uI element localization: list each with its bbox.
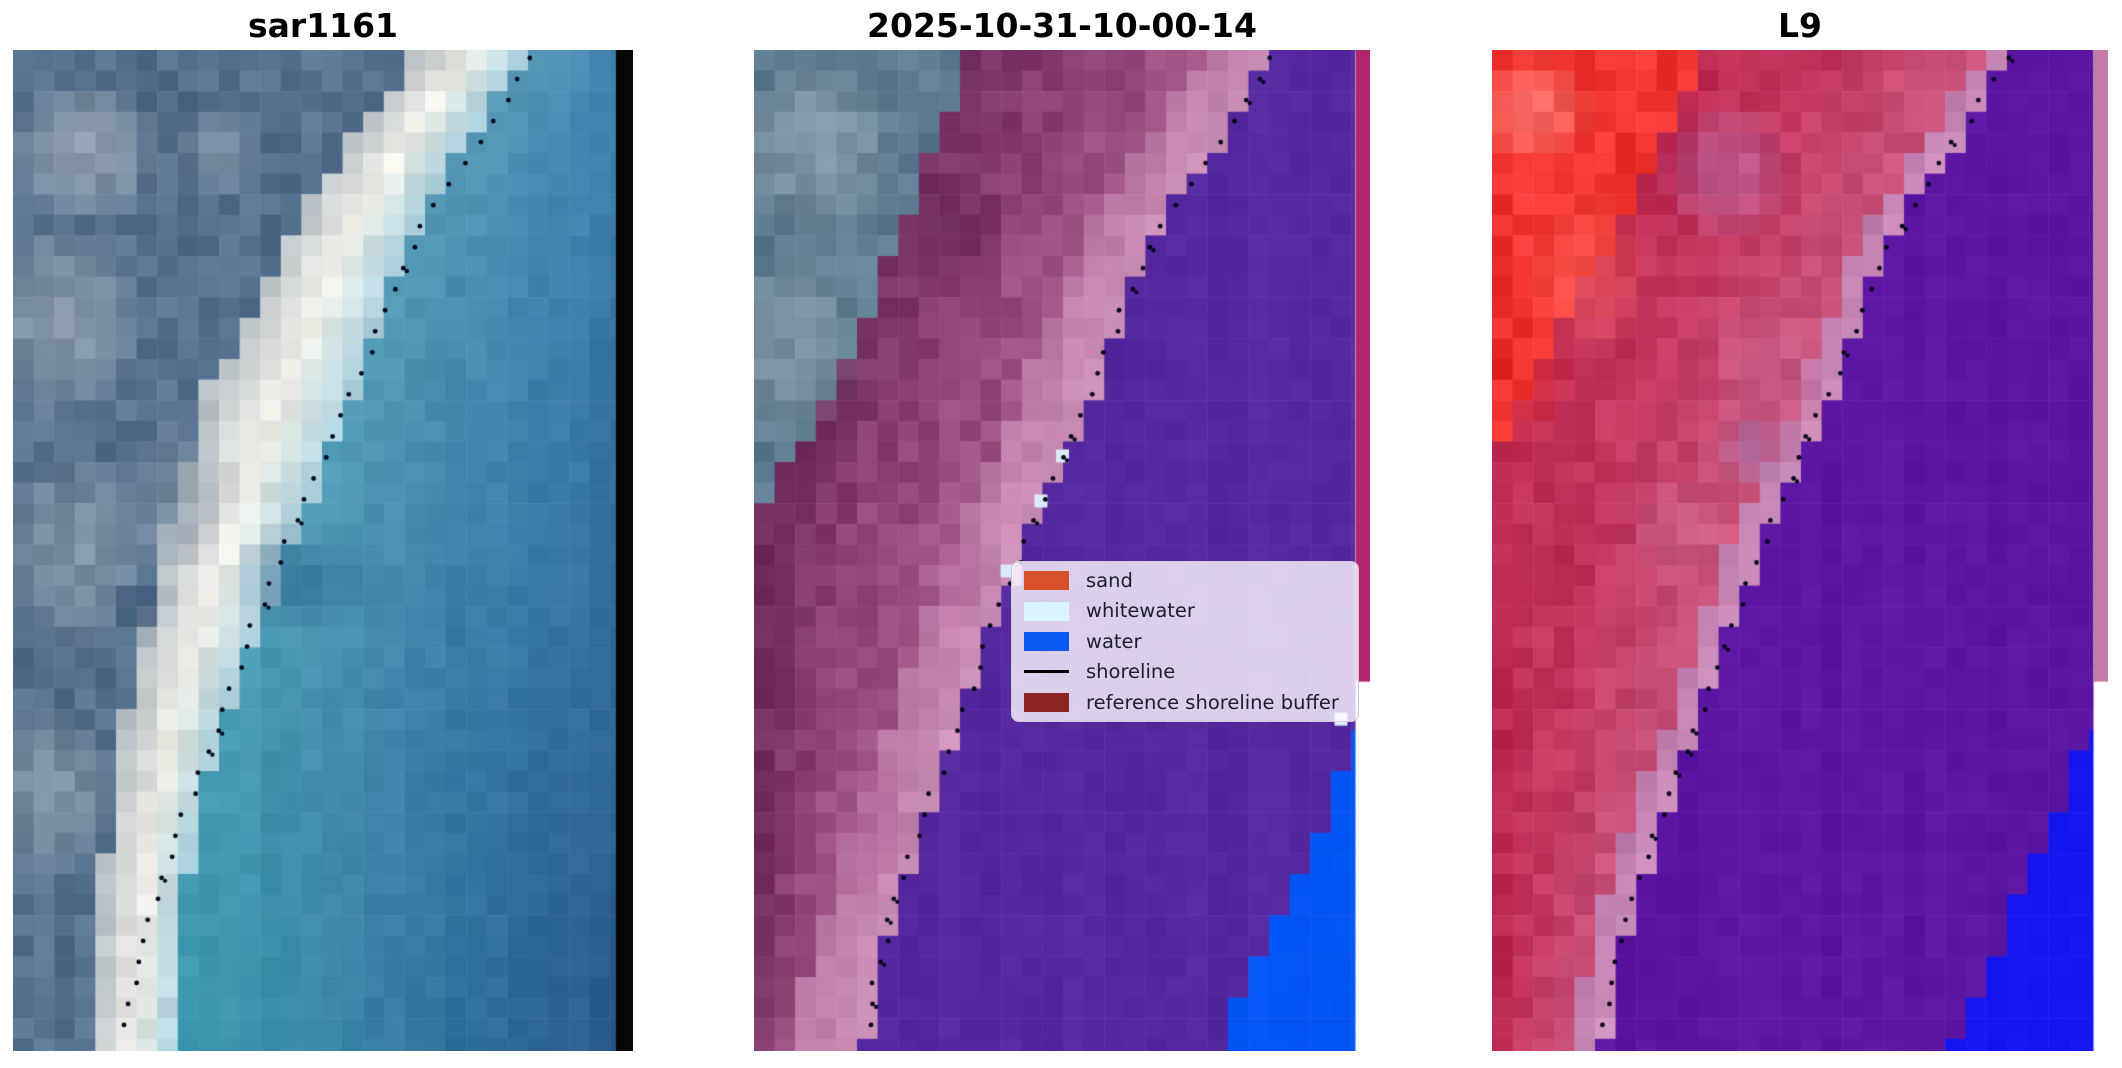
legend-row-buffer: reference shoreline buffer: [1024, 690, 1346, 714]
panel-title-l9: L9: [1778, 6, 1822, 45]
legend-label-water: water: [1086, 629, 1142, 653]
panel-title-date: 2025-10-31-10-00-14: [867, 6, 1257, 45]
legend-row-whitewater: whitewater: [1024, 601, 1346, 621]
legend-row-shoreline: shoreline: [1024, 662, 1346, 682]
legend-row-water: water: [1024, 632, 1346, 652]
sand-swatch-icon: [1024, 571, 1069, 591]
legend-label-shoreline: shoreline: [1086, 660, 1176, 684]
buffer-swatch-icon: [1024, 692, 1069, 712]
panel-image-sar1161: [13, 50, 633, 1051]
legend-row-sand: sand: [1024, 571, 1346, 591]
legend-label-whitewater: whitewater: [1086, 599, 1195, 623]
legend-label-sand: sand: [1086, 569, 1133, 592]
water-swatch-icon: [1024, 632, 1069, 651]
shoreline-line-icon: [1024, 670, 1069, 674]
whitewater-swatch-icon: [1024, 601, 1069, 621]
legend: sand whitewater water shoreline referenc…: [1011, 561, 1359, 722]
panel-image-classified: [754, 50, 1370, 1051]
panel-title-sar1161: sar1161: [247, 6, 399, 45]
legend-label-buffer: reference shoreline buffer: [1086, 690, 1339, 714]
panel-image-l9: [1492, 50, 2108, 1051]
